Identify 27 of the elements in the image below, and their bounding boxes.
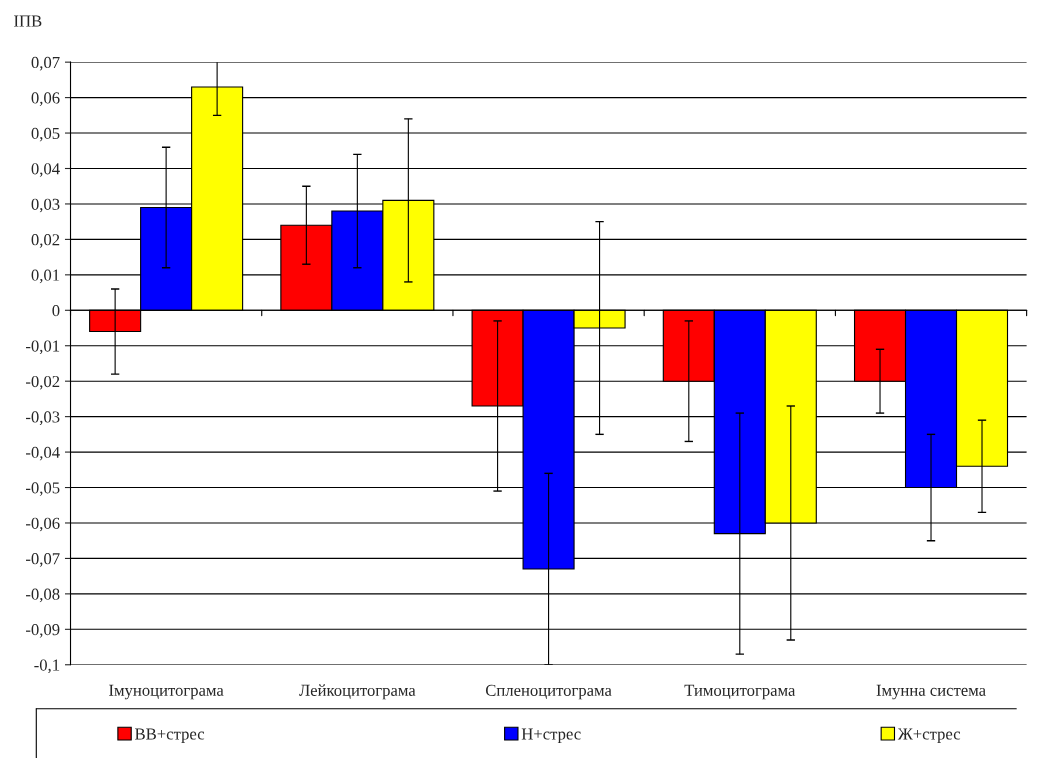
x-tick-label: Спленоцитограма <box>485 684 612 700</box>
y-tick-label: 0,07 <box>31 56 60 71</box>
y-tick-label: -0,1 <box>34 659 60 674</box>
y-tick-label: -0,02 <box>26 375 60 390</box>
x-tick-label: Тимоцитограма <box>684 684 796 700</box>
x-tick-label: Імунна система <box>876 684 986 700</box>
legend-label: ВВ+стрес <box>135 728 205 743</box>
y-tick-label: 0,06 <box>31 92 60 106</box>
y-tick-label: -0,07 <box>26 553 60 567</box>
y-tick-label: 0,03 <box>31 198 60 213</box>
x-tick-label: Лейкоцитограма <box>299 684 416 700</box>
y-tick-label: -0,01 <box>26 340 60 355</box>
y-tick-label: -0,05 <box>26 482 60 496</box>
y-axis-title: ІПВ <box>14 15 42 27</box>
y-tick-label: -0,06 <box>26 517 60 532</box>
legend-label: Н+стрес <box>521 728 581 743</box>
y-tick-label: -0,03 <box>26 411 60 425</box>
y-tick-label: 0,04 <box>31 163 60 177</box>
y-tick-label: 0,01 <box>31 269 60 284</box>
y-tick-label: -0,08 <box>26 588 60 603</box>
y-tick-label: -0,09 <box>26 624 60 638</box>
y-tick-label: -0,04 <box>26 446 60 461</box>
y-tick-label: 0 <box>52 304 60 317</box>
x-tick-label: Імуноцитограма <box>109 684 224 700</box>
y-tick-label: 0,05 <box>31 127 60 142</box>
legend-label: Ж+стрес <box>897 728 961 743</box>
y-tick-label: 0,02 <box>31 234 60 248</box>
